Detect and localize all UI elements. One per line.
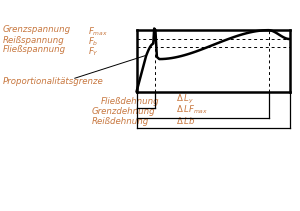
Text: Reißspannung: Reißspannung: [3, 36, 65, 45]
Text: Fließspannung: Fließspannung: [3, 45, 66, 54]
Text: Grenzdehnung: Grenzdehnung: [92, 107, 155, 116]
Text: Grenzspannung: Grenzspannung: [3, 25, 71, 34]
Text: Fließdehnung: Fließdehnung: [100, 96, 159, 106]
Text: $F_b$: $F_b$: [88, 36, 99, 48]
Text: $F_\mathregular{max}$: $F_\mathregular{max}$: [88, 25, 109, 38]
Text: $F_Y$: $F_Y$: [88, 45, 100, 58]
Text: Proportionalitätsgrenze: Proportionalitätsgrenze: [3, 77, 104, 86]
Text: Reißdehnung: Reißdehnung: [92, 116, 149, 126]
Text: $\Delta\,L_y$: $\Delta\,L_y$: [176, 92, 193, 106]
Text: $\Delta\,LF_\mathregular{max}$: $\Delta\,LF_\mathregular{max}$: [176, 104, 208, 116]
Text: $\Delta\,Lb$: $\Delta\,Lb$: [176, 115, 195, 126]
